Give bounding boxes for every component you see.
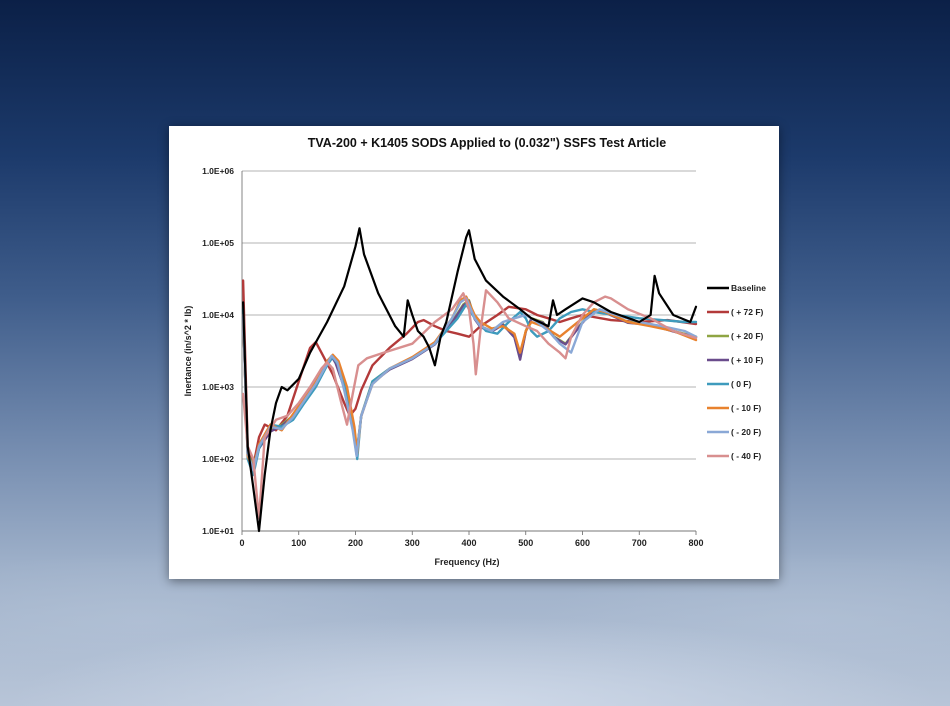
x-tick-label: 500 xyxy=(518,538,533,548)
legend-label: ( + 20 F) xyxy=(731,331,764,341)
chart-panel: TVA-200 + K1405 SODS Applied to (0.032")… xyxy=(169,126,779,579)
y-tick-label: 1.0E+03 xyxy=(202,382,234,392)
series-lines xyxy=(241,227,698,533)
legend-label: ( - 10 F) xyxy=(731,403,761,413)
x-tick-label: 800 xyxy=(688,538,703,548)
series-line-temp-2 xyxy=(241,299,698,468)
inertance-frequency-chart: TVA-200 + K1405 SODS Applied to (0.032")… xyxy=(183,136,766,567)
legend-label: ( + 72 F) xyxy=(731,307,764,317)
y-tick-label: 1.0E+02 xyxy=(202,454,234,464)
x-tick-label: 600 xyxy=(575,538,590,548)
y-tick-label: 1.0E+05 xyxy=(202,238,234,248)
x-tick-label: 300 xyxy=(405,538,420,548)
x-tick-label: 400 xyxy=(461,538,476,548)
y-axis-label: Inertance (in/s^2 * lb) xyxy=(183,306,193,397)
legend-label: Baseline xyxy=(731,283,766,293)
legend-label: ( + 10 F) xyxy=(731,355,764,365)
x-tick-label: 700 xyxy=(632,538,647,548)
y-tick-label: 1.0E+04 xyxy=(202,310,234,320)
x-tick-label: 0 xyxy=(239,538,244,548)
series-line-baseline xyxy=(241,227,698,533)
x-tick-label: 100 xyxy=(291,538,306,548)
chart-title: TVA-200 + K1405 SODS Applied to (0.032")… xyxy=(308,136,667,150)
axes: 1.0E+01 1.0E+02 1.0E+03 1.0E+04 1.0E+05 1.0E+… xyxy=(202,166,703,548)
x-tick-label: 200 xyxy=(348,538,363,548)
y-tick-label: 1.0E+01 xyxy=(202,526,234,536)
legend-label: ( 0 F) xyxy=(731,379,751,389)
series-line-temp-4 xyxy=(241,303,698,477)
legend-label: ( - 20 F) xyxy=(731,427,761,437)
series-line-temp-7 xyxy=(241,289,698,520)
x-axis-label: Frequency (Hz) xyxy=(434,557,499,567)
legend: Baseline ( + 72 F) ( + 20 F) ( + 10 F) ( 0 F… xyxy=(707,283,766,461)
legend-label: ( - 40 F) xyxy=(731,451,761,461)
y-tick-label: 1.0E+06 xyxy=(202,166,234,176)
